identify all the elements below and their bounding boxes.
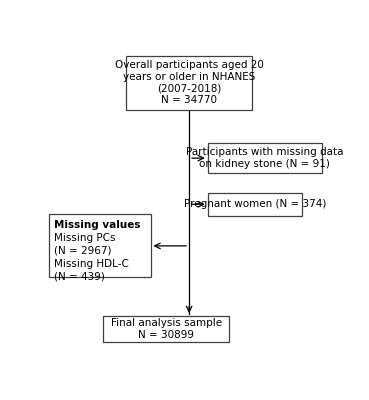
Text: (N = 2967): (N = 2967) (54, 246, 112, 256)
Text: Missing PCs: Missing PCs (54, 233, 115, 243)
Text: Missing HDL-C: Missing HDL-C (54, 259, 129, 269)
FancyBboxPatch shape (103, 316, 229, 342)
Text: Overall participants aged 20
years or older in NHANES
(2007-2018)
N = 34770: Overall participants aged 20 years or ol… (115, 60, 263, 105)
FancyBboxPatch shape (49, 214, 151, 278)
Text: Final analysis sample
N = 30899: Final analysis sample N = 30899 (111, 318, 222, 340)
Text: Pregnant women (N = 374): Pregnant women (N = 374) (184, 199, 326, 209)
FancyBboxPatch shape (208, 144, 322, 173)
Text: (N = 439): (N = 439) (54, 272, 105, 282)
Text: Participants with missing data
on kidney stone (N = 91): Participants with missing data on kidney… (186, 147, 344, 169)
Text: Missing values: Missing values (54, 220, 141, 230)
FancyBboxPatch shape (208, 193, 302, 216)
FancyBboxPatch shape (126, 56, 252, 110)
